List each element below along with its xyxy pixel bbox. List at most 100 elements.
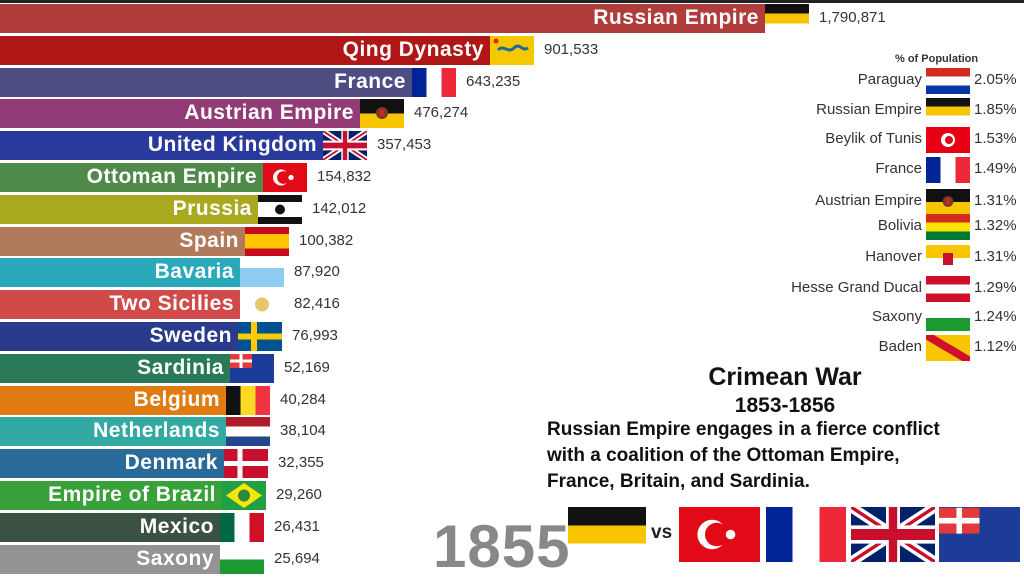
percent-value: 1.24% <box>974 308 1017 325</box>
spain-flag-icon <box>245 226 289 256</box>
bar-value-label: 32,355 <box>278 454 324 472</box>
event-description-line: Russian Empire engages in a fierce confl… <box>547 419 940 440</box>
bar: Bavaria <box>0 258 240 288</box>
population-row: Austrian Empire 1.31% <box>760 189 1024 215</box>
bar-value-label: 643,235 <box>466 72 521 90</box>
two-sicilies-flag-icon <box>240 290 284 320</box>
country-name: Austrian Empire <box>815 192 922 209</box>
russian-empire-flag-icon <box>568 507 646 562</box>
bar-label: Russian Empire <box>593 6 759 29</box>
denmark-flag-icon <box>224 449 268 479</box>
saxony-flag-icon <box>220 544 264 574</box>
population-row: Bolivia 1.32% <box>760 214 1024 240</box>
bar-value-label: 1,790,871 <box>819 9 886 26</box>
ottoman-flag-icon <box>263 163 307 192</box>
bar: Sardinia <box>0 353 230 383</box>
prussia-flag-icon <box>258 194 302 224</box>
bar-value-label: 154,832 <box>317 168 372 185</box>
year-label: 1855 <box>433 513 571 580</box>
bar-label: Austrian Empire <box>184 101 354 125</box>
france-flag-icon <box>926 157 970 183</box>
bar: Belgium <box>0 385 226 415</box>
bar-value-label: 87,920 <box>294 263 340 281</box>
bar-label: Saxony <box>136 546 214 570</box>
baden-flag-icon <box>926 335 970 361</box>
bar-label: Qing Dynasty <box>342 37 484 61</box>
tunis-flag-icon <box>926 127 970 153</box>
percent-value: 2.05% <box>974 71 1017 88</box>
bar-label: United Kingdom <box>147 133 317 157</box>
percent-value: 1.85% <box>974 101 1017 118</box>
bar-value-label: 26,431 <box>274 517 320 535</box>
bar: Mexico <box>0 512 220 542</box>
bar-label: Spain <box>179 228 239 252</box>
bar: Netherlands <box>0 417 226 447</box>
bar-label: Mexico <box>139 514 214 538</box>
bar-value-label: 38,104 <box>280 422 326 440</box>
austria-flag-icon <box>926 189 970 215</box>
qing-flag-icon <box>490 35 534 65</box>
event-description-line: France, Britain, and Sardinia. <box>547 471 810 492</box>
france-flag-icon <box>412 67 456 97</box>
netherlands-flag-icon <box>226 417 270 447</box>
bar-value-label: 901,533 <box>544 40 599 58</box>
bar: Austrian Empire <box>0 99 360 129</box>
ottoman-flag-icon <box>679 507 760 562</box>
population-row: Russian Empire 1.85% <box>760 98 1024 124</box>
sardinia-flag-icon <box>939 507 1020 562</box>
bar: Ottoman Empire <box>0 163 263 192</box>
belgium-flag-icon <box>226 385 270 415</box>
bar-label: Two Sicilies <box>109 292 234 316</box>
bar: Sweden <box>0 322 238 351</box>
bar-label: Sardinia <box>137 355 224 379</box>
bar-label: Empire of Brazil <box>48 483 216 506</box>
country-name: Russian Empire <box>816 101 922 118</box>
bar: United Kingdom <box>0 131 323 161</box>
country-name: France <box>875 160 922 177</box>
bolivia-flag-icon <box>926 214 970 240</box>
bar-value-label: 76,993 <box>292 327 338 344</box>
percent-value: 1.31% <box>974 192 1017 209</box>
population-panel-title: % of Population <box>895 53 979 65</box>
bar-value-label: 40,284 <box>280 390 326 408</box>
population-row: Hesse Grand Ducal 1.29% <box>760 276 1024 302</box>
paraguay-flag-icon <box>926 68 970 94</box>
event-title: Crimean War <box>708 363 862 391</box>
top-border <box>0 0 1024 3</box>
bar: Qing Dynasty <box>0 35 490 65</box>
mexico-flag-icon <box>220 512 264 542</box>
percent-value: 1.12% <box>974 338 1017 355</box>
bar: Two Sicilies <box>0 290 240 320</box>
percent-value: 1.49% <box>974 160 1017 177</box>
bar: Prussia <box>0 194 258 224</box>
russia-imperial-flag-icon <box>765 4 809 33</box>
france-flag-icon <box>766 507 846 562</box>
bar-label: Belgium <box>133 387 220 411</box>
population-row: Beylik of Tunis 1.53% <box>760 127 1024 153</box>
bar-value-label: 25,694 <box>274 549 320 567</box>
brazil-flag-icon <box>222 481 266 510</box>
russia-imperial-flag-icon <box>926 98 970 124</box>
bar-value-label: 357,453 <box>377 136 432 154</box>
versus-label: vs <box>651 522 673 543</box>
bar-value-label: 82,416 <box>294 295 340 313</box>
percent-value: 1.31% <box>974 248 1017 265</box>
bar-value-label: 476,274 <box>414 104 469 122</box>
bar: France <box>0 67 412 97</box>
bar: Saxony <box>0 544 220 574</box>
uk-flag-icon <box>323 131 367 161</box>
bar-label: Sweden <box>149 324 232 347</box>
bar-label: France <box>334 69 406 93</box>
population-row: France 1.49% <box>760 157 1024 183</box>
bar: Denmark <box>0 449 224 479</box>
bar-value-label: 100,382 <box>299 231 354 249</box>
saxony-flag-icon <box>926 305 970 331</box>
bar-value-label: 52,169 <box>284 358 330 376</box>
percent-value: 1.32% <box>974 217 1017 234</box>
population-row: Saxony 1.24% <box>760 305 1024 331</box>
percent-value: 1.53% <box>974 130 1017 147</box>
bar-label: Netherlands <box>93 419 220 443</box>
bar: Russian Empire <box>0 4 765 33</box>
event-years: 1853-1856 <box>734 394 836 417</box>
sweden-flag-icon <box>238 322 282 351</box>
